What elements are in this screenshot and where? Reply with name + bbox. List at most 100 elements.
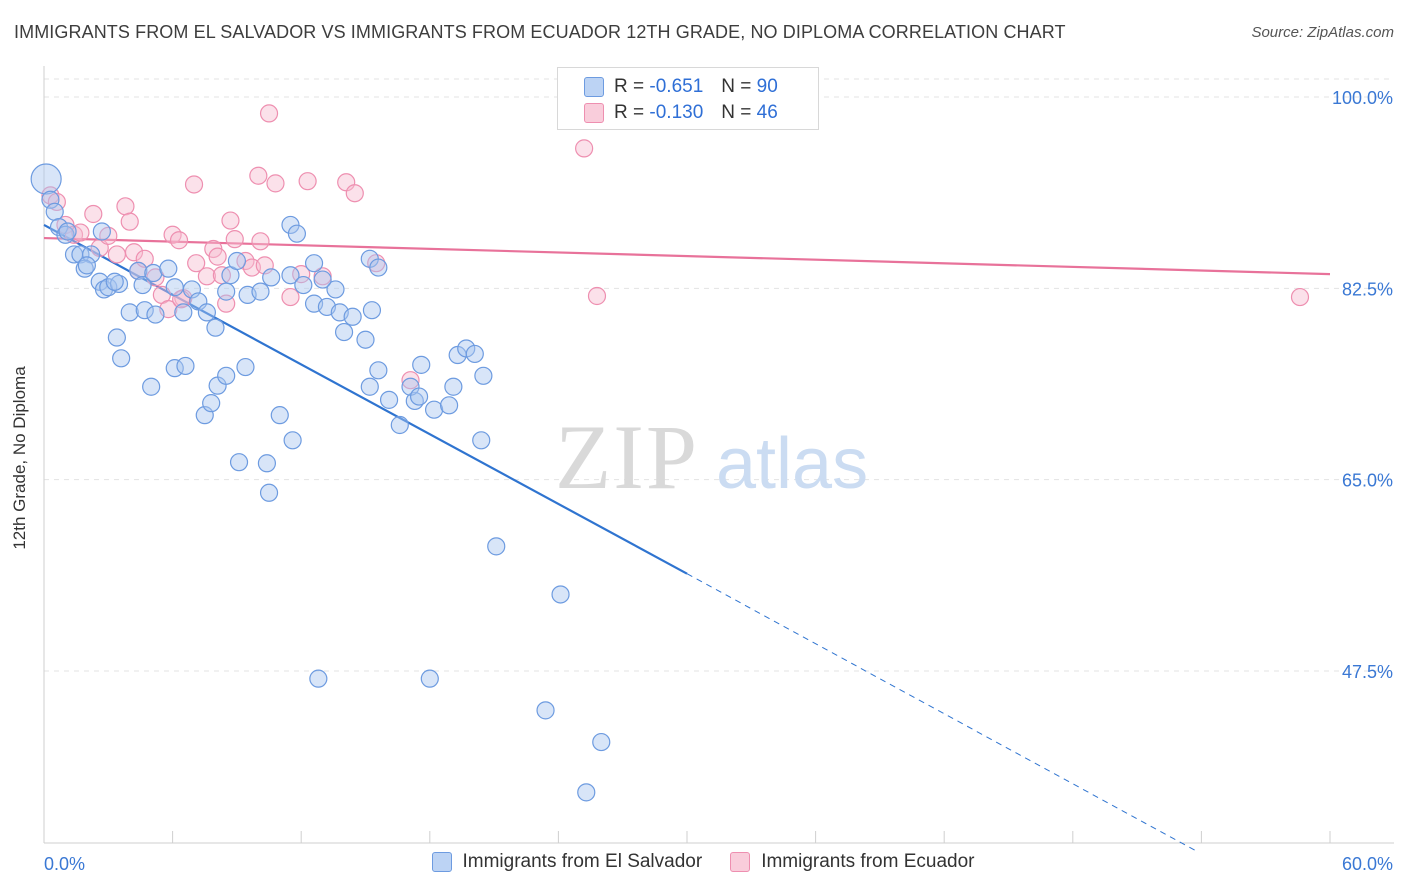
el-salvador-point xyxy=(304,254,324,273)
el-salvador-point xyxy=(262,268,281,287)
el-salvador-point xyxy=(287,224,307,243)
series-ecuador-points xyxy=(41,104,1310,390)
el-salvador-point xyxy=(360,377,379,396)
axes xyxy=(43,66,1394,844)
el-salvador-point xyxy=(536,701,555,720)
legend-label: Immigrants from Ecuador xyxy=(761,851,975,872)
y-tick-label: 65.0% xyxy=(1342,471,1393,491)
el-salvador-point xyxy=(444,377,463,396)
ecuador-point xyxy=(587,286,607,306)
el-salvador-point xyxy=(165,359,184,378)
el-salvador-point xyxy=(236,357,255,377)
el-salvador-point xyxy=(251,282,270,301)
el-salvador-point xyxy=(142,377,161,396)
y-tick-labels: 47.5% 65.0% 82.5% 100.0% xyxy=(1332,88,1393,682)
series-legend: Immigrants from El Salvador Immigrants f… xyxy=(0,851,1406,873)
el-salvador-point xyxy=(592,732,611,752)
ecuador-point xyxy=(225,230,244,249)
ecuador-point xyxy=(187,254,206,273)
el-salvador-point xyxy=(75,259,94,278)
el-salvador-point xyxy=(412,355,431,374)
ecuador-point xyxy=(84,204,103,224)
el-salvador-point xyxy=(356,330,375,349)
el-salvador-point xyxy=(326,280,345,299)
el-salvador-point xyxy=(165,278,184,297)
trend-lines xyxy=(43,223,1331,851)
watermark: ZIP atlas xyxy=(555,406,868,508)
el-salvador-trend-extension xyxy=(686,573,1196,851)
el-salvador-point xyxy=(313,270,332,289)
legend-row-ecuador: R = -0.130 N = 46 xyxy=(584,101,778,125)
el-salvador-point xyxy=(229,453,249,472)
ecuador-point xyxy=(259,104,279,123)
el-salvador-point xyxy=(133,275,152,295)
watermark-atlas: atlas xyxy=(716,424,868,504)
y-tick-label: 82.5% xyxy=(1342,279,1393,299)
el-salvador-swatch xyxy=(431,852,452,872)
el-salvador-point xyxy=(107,328,126,347)
el-salvador-point xyxy=(420,669,439,688)
el-salvador-point xyxy=(424,400,444,419)
n-label: N = xyxy=(721,102,752,123)
el-salvador-point xyxy=(135,301,154,320)
el-salvador-point xyxy=(129,261,148,280)
el-salvador-point xyxy=(174,303,193,322)
ecuador-point xyxy=(120,212,139,231)
r-value: -0.651 xyxy=(649,76,704,97)
el-salvador-point xyxy=(309,669,328,688)
ecuador-point xyxy=(249,166,268,185)
el-salvador-point xyxy=(439,396,459,415)
ecuador-point xyxy=(221,211,240,230)
r-label: R = xyxy=(614,102,645,123)
el-salvador-point xyxy=(577,783,596,802)
ecuador-point xyxy=(266,174,285,193)
ecuador-point xyxy=(251,232,270,251)
ecuador-trend-line xyxy=(43,236,1331,276)
ecuador-swatch xyxy=(730,852,751,872)
el-salvador-point xyxy=(159,259,178,278)
el-salvador-point xyxy=(294,275,313,295)
el-salvador-point xyxy=(409,387,429,406)
n-label: N = xyxy=(721,76,752,97)
ecuador-point xyxy=(401,371,420,390)
el-salvador-point xyxy=(144,263,163,283)
el-salvador-point xyxy=(474,366,493,385)
el-salvador-point xyxy=(58,222,77,241)
x-tick-label: 60.0% xyxy=(1342,854,1393,874)
ecuador-point xyxy=(345,184,364,203)
el-salvador-point xyxy=(259,483,279,502)
series-el-salvador-points xyxy=(30,163,611,802)
el-salvador-point xyxy=(56,225,75,244)
ecuador-point xyxy=(575,139,594,158)
chart-title: IMMIGRANTS FROM EL SALVADOR VS IMMIGRANT… xyxy=(14,22,1066,42)
el-salvador-point xyxy=(472,431,491,450)
el-salvador-swatch xyxy=(584,77,604,97)
el-salvador-point xyxy=(281,266,300,285)
el-salvador-point xyxy=(551,585,570,604)
ecuador-point xyxy=(71,223,90,242)
el-salvador-point xyxy=(270,406,289,425)
ecuador-point xyxy=(116,197,135,216)
source-label: Source: ZipAtlas.com xyxy=(1251,24,1394,41)
el-salvador-point xyxy=(71,245,90,264)
el-salvador-point xyxy=(77,256,96,275)
el-salvador-point xyxy=(176,356,195,376)
watermark-zip: ZIP xyxy=(555,406,699,508)
el-salvador-point xyxy=(41,190,60,209)
legend-item-el-salvador[interactable]: Immigrants from El Salvador xyxy=(431,851,702,873)
el-salvador-point xyxy=(362,301,382,320)
n-value: 46 xyxy=(756,102,778,123)
el-salvador-point xyxy=(206,318,225,337)
el-salvador-point xyxy=(379,390,399,409)
ecuador-point xyxy=(298,172,317,191)
r-value: -0.130 xyxy=(649,102,704,123)
el-salvador-point xyxy=(465,344,484,364)
el-salvador-point xyxy=(334,322,354,342)
ecuador-point xyxy=(169,231,189,250)
ecuador-point xyxy=(197,267,216,286)
el-salvador-point xyxy=(369,258,388,277)
ecuador-point xyxy=(107,245,126,264)
legend-item-ecuador[interactable]: Immigrants from Ecuador xyxy=(730,851,974,873)
el-salvador-point xyxy=(283,431,302,450)
ecuador-point xyxy=(124,243,144,262)
